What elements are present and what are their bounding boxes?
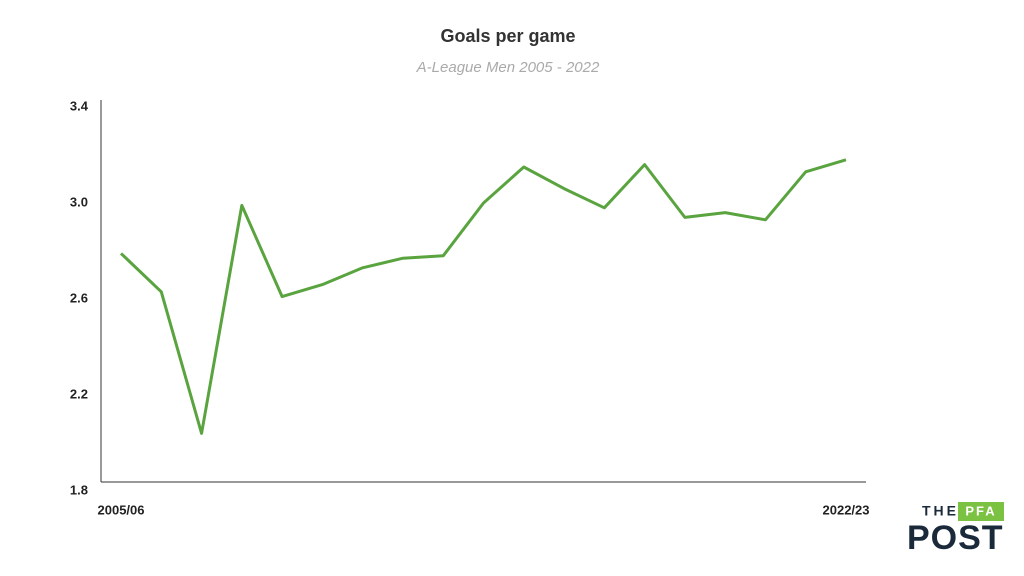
- logo-pfa: PFA: [965, 503, 996, 518]
- y-tick-label: 2.6: [70, 290, 88, 305]
- logo-badge: [958, 502, 1004, 521]
- logo-post: POST: [907, 519, 1004, 557]
- x-tick-label: 2005/06: [98, 502, 145, 517]
- y-tick-label: 2.2: [70, 386, 88, 401]
- y-tick-label: 3.4: [70, 98, 89, 113]
- logo: THE PFA POST: [907, 502, 1004, 557]
- logo-the: THE: [922, 503, 959, 519]
- data-line: [119, 158, 847, 435]
- chart-title: Goals per game: [440, 26, 575, 46]
- x-tick-label: 2022/23: [823, 502, 870, 517]
- chart-subtitle: A-League Men 2005 - 2022: [416, 59, 600, 76]
- y-tick-label: 1.8: [70, 482, 88, 497]
- y-tick-label: 3.0: [70, 194, 88, 209]
